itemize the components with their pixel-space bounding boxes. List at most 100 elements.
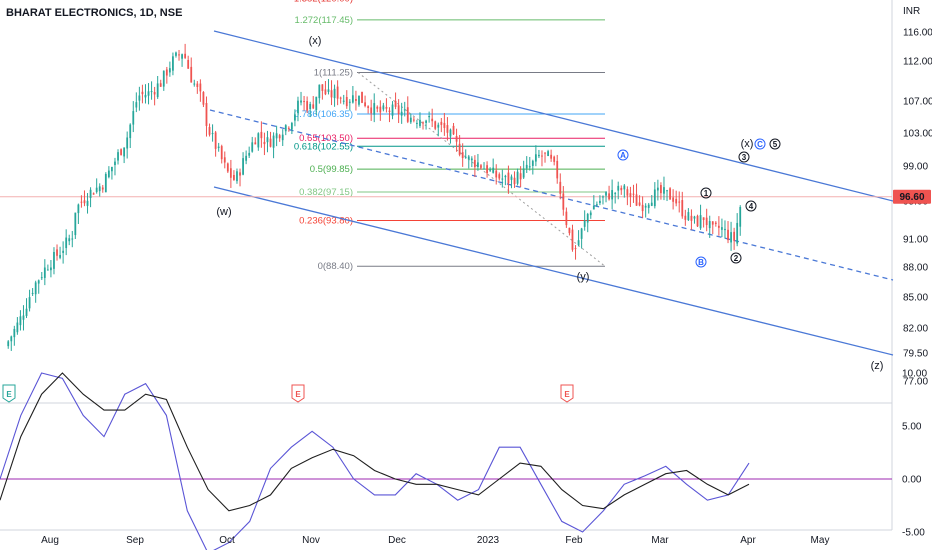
- candlestick-series: [7, 43, 742, 351]
- circled-wave-label: 1: [704, 189, 709, 198]
- candle-body: [111, 166, 113, 172]
- candle-body: [614, 193, 617, 195]
- candle-body: [104, 173, 107, 193]
- candle-body: [114, 161, 116, 166]
- candle-body: [516, 171, 519, 184]
- candle-body: [419, 119, 421, 126]
- osc-fast-line: [0, 372, 750, 550]
- candle-body: [483, 168, 485, 170]
- candle-body: [556, 160, 559, 179]
- candle-body: [53, 251, 55, 269]
- candle-body: [498, 174, 501, 179]
- circled-wave-label: A: [620, 151, 626, 160]
- osc-y-tick-label: 10.00: [902, 369, 927, 380]
- candle-body: [473, 159, 476, 168]
- candle-body: [379, 106, 382, 113]
- wave-label: (y): [577, 271, 590, 283]
- candle-body: [107, 170, 110, 178]
- candle-body: [56, 249, 58, 256]
- candle-body: [571, 229, 574, 250]
- candle-body: [717, 225, 720, 228]
- y-tick-label: 88.00: [903, 263, 928, 274]
- candle-body: [306, 101, 309, 111]
- y-tick-label: 82.00: [903, 324, 928, 335]
- candle-body: [397, 105, 400, 115]
- wave-annotations: (x) (w) (y) (x) (z) A B C 1 2 3 4 5 E E E: [2, 35, 884, 403]
- candle-body: [605, 191, 607, 196]
- y-tick-label: 85.00: [903, 293, 928, 304]
- candle-body: [242, 158, 244, 175]
- candle-body: [666, 190, 668, 192]
- channel-lower-line: [213, 186, 894, 356]
- fib-level-label: 0.618(102.55): [294, 141, 353, 152]
- candle-body: [178, 54, 180, 56]
- candle-body: [409, 117, 412, 123]
- circled-wave-label: 2: [734, 254, 739, 263]
- candle-body: [534, 154, 537, 162]
- candle-body: [34, 282, 37, 295]
- candle-body: [263, 141, 266, 145]
- candle-body: [660, 185, 662, 194]
- candle-body: [562, 193, 565, 210]
- candle-body: [324, 89, 327, 95]
- candle-body: [541, 155, 543, 157]
- fibonacci-retracement: 1.382(120.00) 1.272(117.45) 1(111.25) 0.786…: [294, 0, 606, 272]
- candle-body: [367, 106, 370, 108]
- candle-body: [690, 215, 693, 221]
- candle-body: [272, 135, 275, 148]
- candle-body: [336, 86, 339, 99]
- candle-body: [437, 124, 440, 128]
- candle-body: [461, 152, 464, 159]
- candle-body: [92, 193, 95, 195]
- candle-body: [211, 133, 214, 135]
- candle-body: [248, 152, 251, 156]
- candle-body: [165, 69, 168, 76]
- candle-body: [147, 91, 150, 96]
- y-tick-label: 79.50: [903, 349, 928, 360]
- candle-body: [553, 156, 556, 162]
- candle-body: [736, 222, 739, 244]
- wave-label: (z): [871, 360, 884, 372]
- candle-body: [71, 238, 74, 240]
- candle-body: [486, 165, 488, 174]
- candle-body: [574, 248, 577, 250]
- candle-body: [156, 83, 159, 98]
- candle-body: [696, 215, 699, 227]
- x-tick-label: Oct: [219, 535, 235, 546]
- candle-body: [394, 100, 397, 107]
- candle-body: [699, 215, 702, 229]
- fib-level-label: 0.5(99.85): [310, 164, 353, 175]
- candle-body: [226, 163, 229, 172]
- candle-body: [406, 107, 409, 122]
- x-tick-label: 2023: [477, 535, 500, 546]
- candle-body: [7, 341, 10, 347]
- candle-body: [653, 189, 656, 207]
- candle-body: [260, 131, 263, 139]
- candle-body: [309, 104, 312, 110]
- candle-body: [583, 220, 586, 227]
- candle-body: [31, 292, 34, 294]
- candle-body: [40, 277, 43, 279]
- candle-body: [638, 202, 641, 206]
- candle-body: [489, 169, 492, 171]
- candle-body: [138, 95, 141, 101]
- candle-body: [443, 122, 446, 128]
- candle-body: [678, 201, 681, 203]
- circled-wave-marker: [769, 138, 781, 150]
- candle-body: [629, 193, 632, 197]
- circled-wave-marker: [695, 256, 707, 268]
- candle-body: [220, 146, 223, 160]
- candle-body: [391, 104, 394, 116]
- candle-body: [46, 269, 49, 271]
- candle-body: [455, 136, 458, 142]
- last-price-label: 96.60: [899, 192, 924, 203]
- candle-body: [98, 186, 101, 192]
- earnings-event-icon: [560, 384, 574, 403]
- candle-body: [330, 90, 333, 98]
- candle-body: [467, 156, 470, 160]
- candle-body: [355, 98, 357, 101]
- candle-body: [580, 228, 583, 239]
- candle-body: [184, 53, 187, 58]
- candle-body: [257, 133, 260, 148]
